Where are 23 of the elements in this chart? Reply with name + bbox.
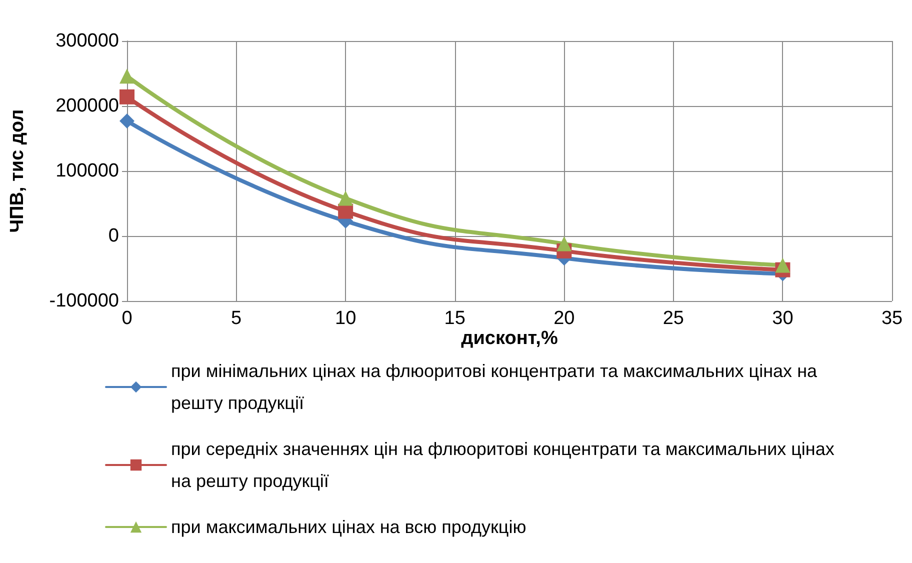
legend-label: при мінімальних цінах на флюоритові концентрати та максимальних цінах на решту продукції	[171, 361, 822, 413]
point	[120, 68, 134, 84]
x-tick-label: 35	[881, 308, 903, 329]
x-tick-label: 15	[444, 308, 466, 329]
y-tick-label: 0	[108, 226, 119, 246]
y-tick-label: 200000	[56, 96, 119, 116]
point	[338, 190, 354, 206]
legend-label: при максимальних цінах на всю продукцію	[171, 517, 526, 537]
y-axis-title: ЧПВ, тис дол	[7, 109, 28, 233]
point	[120, 89, 134, 104]
y-tick-label: -100000	[49, 290, 119, 312]
x-tick-label: 20	[554, 308, 575, 329]
x-tick-label: 5	[230, 308, 242, 329]
y-tick-label: 100000	[56, 160, 119, 182]
y-tick-label: 300000	[56, 30, 119, 52]
x-tick-label: 30	[772, 308, 794, 329]
legend-label: при середніх значеннях цін на флюоритові концентрати та максимальних цінах на решту продукції	[171, 439, 840, 491]
point	[120, 113, 134, 128]
x-axis-title: дисконт,%	[461, 328, 558, 349]
x-tick-label: 10	[335, 308, 356, 329]
point	[556, 236, 572, 252]
x-tick-label: 25	[662, 308, 684, 329]
x-tick-label: 0	[122, 308, 132, 329]
